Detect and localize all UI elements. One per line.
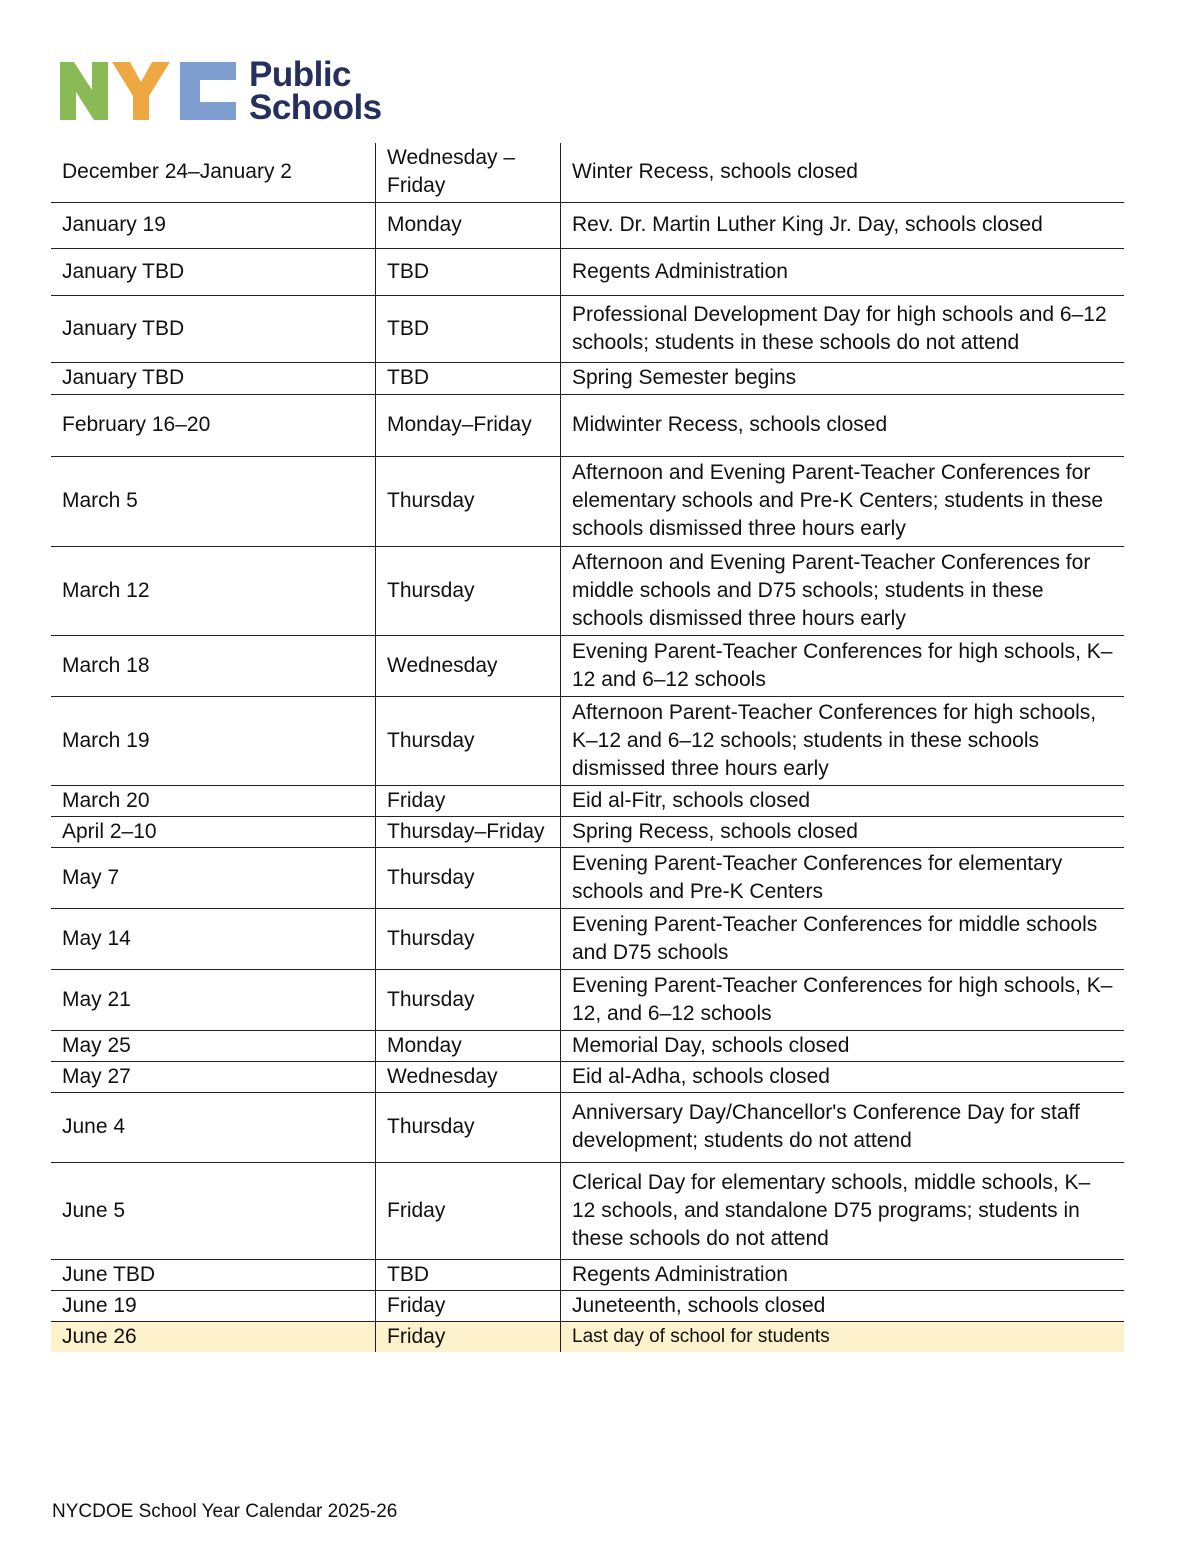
date-cell: March 20 xyxy=(51,785,376,817)
table-row: January TBD TBD Spring Semester begins xyxy=(51,362,1124,395)
date-cell: June 19 xyxy=(51,1290,376,1322)
table-row: January TBD TBD Regents Administration xyxy=(51,248,1124,296)
table-row: February 16–20 Monday–Friday Midwinter Rec… xyxy=(51,394,1124,457)
day-cell: Wednesday xyxy=(375,1061,561,1093)
date-cell: January TBD xyxy=(51,295,376,363)
footer: NYCDOE School Year Calendar 2025-26 xyxy=(52,1501,398,1522)
event-cell: Rev. Dr. Martin Luther King Jr. Day, sch… xyxy=(560,202,1124,249)
event-cell: Memorial Day, schools closed xyxy=(560,1030,1124,1062)
date-cell: May 21 xyxy=(51,969,376,1031)
table-row: June 5 Friday Clerical Day for elementary … xyxy=(51,1162,1124,1260)
day-cell: Thursday–Friday xyxy=(375,816,561,848)
date-cell: May 14 xyxy=(51,908,376,970)
day-cell: TBD xyxy=(375,248,561,296)
event-cell: Regents Administration xyxy=(560,1259,1124,1291)
day-cell: Wednesday xyxy=(375,635,561,697)
day-cell: Monday–Friday xyxy=(375,394,561,457)
nyc-logo xyxy=(60,62,236,120)
table-row: January 19 Monday Rev. Dr. Martin Luther K… xyxy=(51,202,1124,249)
table-row: December 24–January 2 Wednesday –Friday Wi… xyxy=(51,143,1124,203)
event-cell: Juneteenth, schools closed xyxy=(560,1290,1124,1322)
table-row: March 5 Thursday Afternoon and Evening Par… xyxy=(51,456,1124,547)
date-cell: December 24–January 2 xyxy=(51,143,376,203)
table-row: March 12 Thursday Afternoon and Evening Pa… xyxy=(51,546,1124,636)
event-cell: Midwinter Recess, schools closed xyxy=(560,394,1124,457)
date-cell: January TBD xyxy=(51,248,376,296)
table-row: May 27 Wednesday Eid al-Adha, schools clos… xyxy=(51,1061,1124,1093)
event-cell: Winter Recess, schools closed xyxy=(560,143,1124,203)
event-cell: Evening Parent-Teacher Conferences for h… xyxy=(560,635,1124,697)
day-cell: Thursday xyxy=(375,908,561,970)
event-cell: Evening Parent-Teacher Conferences for e… xyxy=(560,847,1124,909)
date-cell: June 4 xyxy=(51,1092,376,1163)
date-cell: February 16–20 xyxy=(51,394,376,457)
date-cell: May 25 xyxy=(51,1030,376,1062)
day-cell: Friday xyxy=(375,785,561,817)
event-cell: Clerical Day for elementary schools, mid… xyxy=(560,1162,1124,1260)
day-cell: TBD xyxy=(375,1259,561,1291)
date-cell: April 2–10 xyxy=(51,816,376,848)
day-cell: Thursday xyxy=(375,546,561,636)
logo-wordmark: Public Schools xyxy=(249,55,382,127)
day-cell: Thursday xyxy=(375,456,561,547)
date-cell: March 19 xyxy=(51,696,376,786)
date-cell: June 5 xyxy=(51,1162,376,1260)
day-cell: Monday xyxy=(375,1030,561,1062)
event-cell: Last day of school for students xyxy=(560,1321,1124,1352)
date-cell: June 26 xyxy=(51,1321,376,1352)
event-cell: Eid al-Adha, schools closed xyxy=(560,1061,1124,1093)
event-cell: Afternoon Parent-Teacher Conferences for… xyxy=(560,696,1124,786)
date-cell: June TBD xyxy=(51,1259,376,1291)
table-row: June 26 Friday Last day of school for stud… xyxy=(51,1321,1124,1352)
day-cell: Monday xyxy=(375,202,561,249)
event-cell: Eid al-Fitr, schools closed xyxy=(560,785,1124,817)
day-cell: TBD xyxy=(375,362,561,395)
table-row: June TBD TBD Regents Administration xyxy=(51,1259,1124,1291)
table-row: January TBD TBD Professional Development D… xyxy=(51,295,1124,363)
day-cell: Wednesday –Friday xyxy=(375,143,561,203)
event-cell: Anniversary Day/Chancellor's Conference … xyxy=(560,1092,1124,1163)
day-cell: Friday xyxy=(375,1321,561,1352)
date-cell: March 18 xyxy=(51,635,376,697)
event-cell: Afternoon and Evening Parent-Teacher Con… xyxy=(560,546,1124,636)
day-cell: Thursday xyxy=(375,696,561,786)
event-cell: Afternoon and Evening Parent-Teacher Con… xyxy=(560,456,1124,547)
table-row: June 4 Thursday Anniversary Day/Chancellor… xyxy=(51,1092,1124,1163)
logo-line1: Public xyxy=(249,55,352,94)
calendar-table: December 24–January 2 Wednesday –Friday Wi… xyxy=(51,143,1124,1352)
event-cell: Evening Parent-Teacher Conferences for h… xyxy=(560,969,1124,1031)
event-cell: Professional Development Day for high sc… xyxy=(560,295,1124,363)
table-row: June 19 Friday Juneteenth, schools closed xyxy=(51,1290,1124,1322)
day-cell: Thursday xyxy=(375,847,561,909)
event-cell: Regents Administration xyxy=(560,248,1124,296)
table-row: May 21 Thursday Evening Parent-Teacher Con… xyxy=(51,969,1124,1031)
logo-line2: Schools xyxy=(249,88,382,127)
table-row: May 14 Thursday Evening Parent-Teacher Con… xyxy=(51,908,1124,970)
event-cell: Spring Recess, schools closed xyxy=(560,816,1124,848)
date-cell: March 5 xyxy=(51,456,376,547)
day-cell: TBD xyxy=(375,295,561,363)
date-cell: January 19 xyxy=(51,202,376,249)
day-cell: Thursday xyxy=(375,1092,561,1163)
table-row: March 19 Thursday Afternoon Parent-Teacher… xyxy=(51,696,1124,786)
date-cell: May 7 xyxy=(51,847,376,909)
day-cell: Friday xyxy=(375,1290,561,1322)
event-cell: Evening Parent-Teacher Conferences for m… xyxy=(560,908,1124,970)
date-cell: January TBD xyxy=(51,362,376,395)
table-row: March 20 Friday Eid al-Fitr, schools close… xyxy=(51,785,1124,817)
table-row: May 25 Monday Memorial Day, schools closed xyxy=(51,1030,1124,1062)
table-row: March 18 Wednesday Evening Parent-Teacher … xyxy=(51,635,1124,697)
day-cell: Thursday xyxy=(375,969,561,1031)
event-cell: Spring Semester begins xyxy=(560,362,1124,395)
day-cell: Friday xyxy=(375,1162,561,1260)
date-cell: May 27 xyxy=(51,1061,376,1093)
table-row: April 2–10 Thursday–Friday Spring Recess, … xyxy=(51,816,1124,848)
date-cell: March 12 xyxy=(51,546,376,636)
table-row: May 7 Thursday Evening Parent-Teacher Conf… xyxy=(51,847,1124,909)
